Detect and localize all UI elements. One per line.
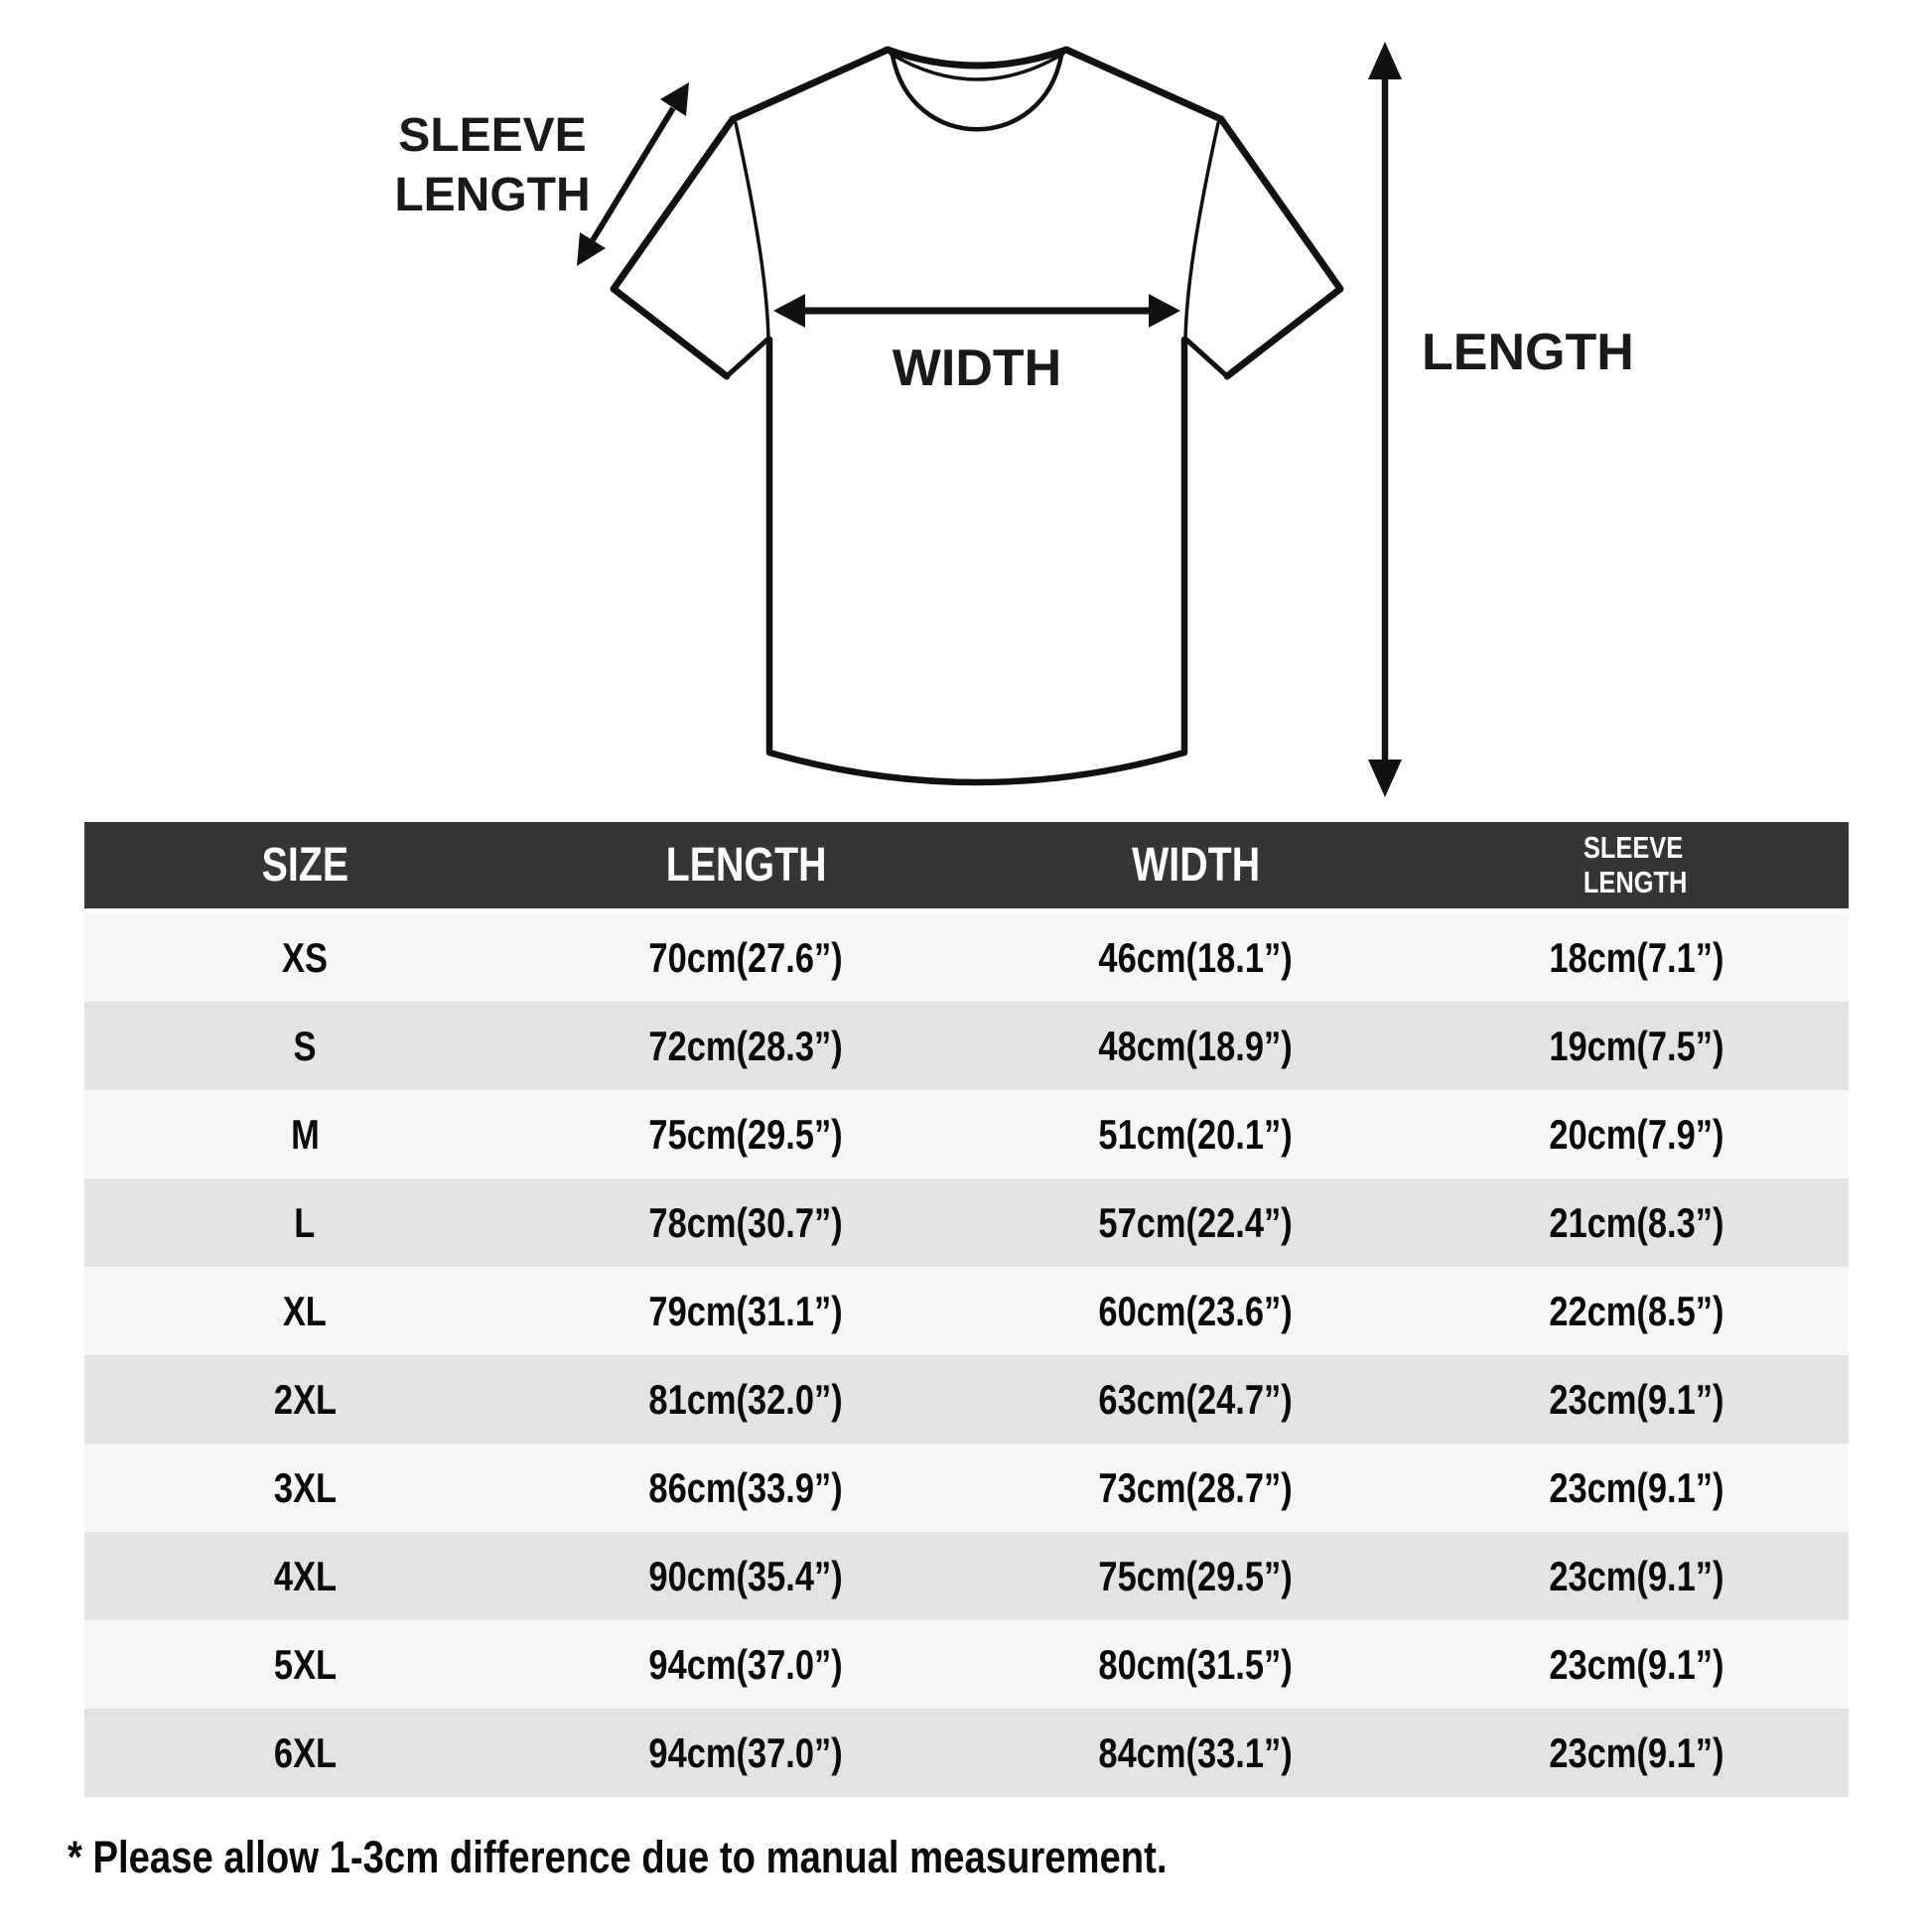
size-table: SIZE LENGTH WIDTH SLEEVE LENGTH XS 70cm(… xyxy=(84,822,1849,1797)
header-width: WIDTH xyxy=(1132,838,1260,892)
table-body: XS 70cm(27.6”) 46cm(18.1”) 18cm(7.1”) S … xyxy=(84,913,1849,1797)
cell-length: 94cm(37.0”) xyxy=(648,1728,844,1776)
cell-length: 79cm(31.1”) xyxy=(648,1287,844,1334)
tshirt-body-outline xyxy=(610,46,1344,786)
cell-sleeve: 19cm(7.5”) xyxy=(1549,1022,1725,1069)
cell-length: 70cm(27.6”) xyxy=(648,933,844,981)
cell-width: 73cm(28.7”) xyxy=(1098,1463,1294,1511)
cell-sleeve: 23cm(9.1”) xyxy=(1549,1728,1725,1776)
cell-sleeve: 22cm(8.5”) xyxy=(1549,1287,1725,1334)
cell-length: 90cm(35.4”) xyxy=(648,1552,844,1599)
cell-width: 63cm(24.7”) xyxy=(1098,1375,1294,1423)
width-arrow xyxy=(773,294,1180,328)
cell-size: XS xyxy=(282,933,329,981)
table-header-row: SIZE LENGTH WIDTH SLEEVE LENGTH xyxy=(84,822,1849,913)
cell-size: 6XL xyxy=(273,1728,337,1776)
tshirt-outline-drawing: SLEEVE LENGTH WIDTH LENGTH xyxy=(394,42,1634,797)
cell-size: S xyxy=(293,1022,317,1069)
cell-length: 86cm(33.9”) xyxy=(648,1463,844,1511)
table-row: 2XL 81cm(32.0”) 63cm(24.7”) 23cm(9.1”) xyxy=(84,1355,1849,1444)
cell-size: 5XL xyxy=(273,1640,337,1688)
cell-size: M xyxy=(290,1110,320,1158)
cell-sleeve: 23cm(9.1”) xyxy=(1549,1552,1725,1599)
cell-sleeve: 20cm(7.9”) xyxy=(1549,1110,1725,1158)
table-row: XS 70cm(27.6”) 46cm(18.1”) 18cm(7.1”) xyxy=(84,913,1849,1002)
width-label: WIDTH xyxy=(893,340,1061,397)
header-length: LENGTH xyxy=(665,838,827,892)
sleeve-length-label-line2: LENGTH xyxy=(394,169,590,221)
cell-length: 78cm(30.7”) xyxy=(648,1198,844,1246)
table-row: L 78cm(30.7”) 57cm(22.4”) 21cm(8.3”) xyxy=(84,1178,1849,1267)
cell-sleeve: 21cm(8.3”) xyxy=(1549,1198,1725,1246)
cell-width: 51cm(20.1”) xyxy=(1098,1110,1294,1158)
cell-size: L xyxy=(294,1198,316,1246)
sleeve-length-arrow xyxy=(577,82,689,266)
cell-length: 94cm(37.0”) xyxy=(648,1640,844,1688)
cell-size: 3XL xyxy=(273,1463,337,1511)
table-row: 3XL 86cm(33.9”) 73cm(28.7”) 23cm(9.1”) xyxy=(84,1444,1849,1532)
cell-size: 2XL xyxy=(273,1375,337,1423)
measurement-disclaimer: * Please allow 1-3cm difference due to m… xyxy=(68,1832,1168,1882)
cell-width: 48cm(18.9”) xyxy=(1098,1022,1294,1069)
table-row: M 75cm(29.5”) 51cm(20.1”) 20cm(7.9”) xyxy=(84,1090,1849,1178)
cell-width: 80cm(31.5”) xyxy=(1098,1640,1294,1688)
cell-length: 75cm(29.5”) xyxy=(648,1110,844,1158)
cell-width: 84cm(33.1”) xyxy=(1098,1728,1294,1776)
length-arrow xyxy=(1368,42,1402,797)
cell-length: 72cm(28.3”) xyxy=(648,1022,844,1069)
cell-width: 60cm(23.6”) xyxy=(1098,1287,1294,1334)
header-size: SIZE xyxy=(261,838,348,892)
cell-sleeve: 23cm(9.1”) xyxy=(1549,1640,1725,1688)
tshirt-measurement-diagram: SLEEVE LENGTH WIDTH LENGTH xyxy=(0,0,1932,814)
table-row: 5XL 94cm(37.0”) 80cm(31.5”) 23cm(9.1”) xyxy=(84,1620,1849,1709)
cell-length: 81cm(32.0”) xyxy=(648,1375,844,1423)
cell-width: 75cm(29.5”) xyxy=(1098,1552,1294,1599)
table-row: XL 79cm(31.1”) 60cm(23.6”) 22cm(8.5”) xyxy=(84,1267,1849,1355)
cell-width: 57cm(22.4”) xyxy=(1098,1198,1294,1246)
table-row: S 72cm(28.3”) 48cm(18.9”) 19cm(7.5”) xyxy=(84,1002,1849,1090)
cell-size: 4XL xyxy=(273,1552,337,1599)
cell-sleeve: 23cm(9.1”) xyxy=(1549,1463,1725,1511)
cell-width: 46cm(18.1”) xyxy=(1098,933,1294,981)
header-sleeve-length: SLEEVE LENGTH xyxy=(1583,829,1688,899)
table-row: 6XL 94cm(37.0”) 84cm(33.1”) 23cm(9.1”) xyxy=(84,1709,1849,1797)
cell-sleeve: 18cm(7.1”) xyxy=(1549,933,1725,981)
table-row: 4XL 90cm(35.4”) 75cm(29.5”) 23cm(9.1”) xyxy=(84,1532,1849,1620)
cell-size: XL xyxy=(283,1287,328,1334)
length-label: LENGTH xyxy=(1422,324,1634,381)
cell-sleeve: 23cm(9.1”) xyxy=(1549,1375,1725,1423)
sleeve-length-label-line1: SLEEVE xyxy=(398,109,586,162)
